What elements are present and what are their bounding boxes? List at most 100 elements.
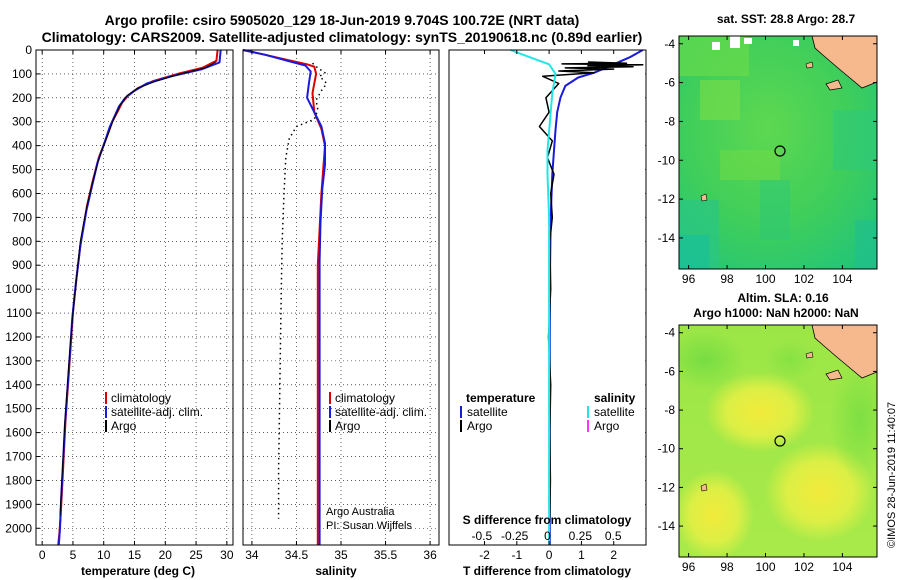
sla-map-title: Altim. SLA: 0.16 xyxy=(737,291,829,305)
difference-frame xyxy=(448,49,647,546)
difference-legend-salinity: salinity satellite Argo xyxy=(587,391,636,433)
temperature-x-axis: 0 5 10 15 20 25 30 xyxy=(39,50,234,562)
series-climatology xyxy=(57,49,219,546)
s-diff-tick-label: 0.25 xyxy=(569,529,593,543)
temperature-grid xyxy=(36,49,233,545)
s-diff-tick-label: -0.25 xyxy=(501,529,529,543)
sst-map-lat-axis: -4 -6 -8 -10 -12 -14 xyxy=(658,37,877,245)
x-tick-label: 35.5 xyxy=(374,548,398,562)
imos-credit: ©IMOS 28-Jun-2019 11:40:07 xyxy=(886,402,898,548)
salinity-x-axis: 34 34.5 35 35.5 36 xyxy=(245,50,437,562)
lon-tick-label: 96 xyxy=(682,560,696,574)
lat-tick-label: -12 xyxy=(658,480,676,494)
sla-map-lat-axis: -4 -6 -8 -10 -12 -14 xyxy=(658,326,877,533)
y-tick-label: 600 xyxy=(12,186,32,200)
x-tick-label: 30 xyxy=(220,548,234,562)
y-tick-label: 1700 xyxy=(5,450,32,464)
lat-tick-label: -10 xyxy=(658,153,676,167)
y-tick-label: 0 xyxy=(25,43,32,57)
y-tick-label: 2000 xyxy=(5,521,32,535)
y-tick-label: 1800 xyxy=(5,473,32,487)
credit-argo-australia: Argo Australia xyxy=(326,506,395,518)
figure-title-line2: Climatology: CARS2009. Satellite-adjuste… xyxy=(42,29,643,45)
x-tick-label: -1 xyxy=(511,548,522,562)
figure-title-line1: Argo profile: csiro 5905020_129 18-Jun-2… xyxy=(105,12,580,28)
y-tick-label: 1600 xyxy=(5,426,32,440)
legend-label-climatology: climatology xyxy=(111,391,171,405)
credit-pi: PI: Susan Wijffels xyxy=(326,520,412,532)
series-s-satellite xyxy=(510,49,557,545)
lat-tick-label: -8 xyxy=(664,114,675,128)
y-tick-label: 1300 xyxy=(5,354,32,368)
x-tick-label: -2 xyxy=(479,548,490,562)
salinity-panel: 34 34.5 35 35.5 36 salinity climatology sate… xyxy=(242,49,440,578)
lon-tick-label: 98 xyxy=(720,560,734,574)
lon-tick-label: 102 xyxy=(794,272,814,286)
y-tick-label: 300 xyxy=(12,115,32,129)
y-tick-label: 1200 xyxy=(5,330,32,344)
y-tick-label: 200 xyxy=(12,91,32,105)
legend-label-t-satellite: satellite xyxy=(467,405,508,419)
y-tick-label: 1400 xyxy=(5,378,32,392)
difference-background xyxy=(449,51,645,544)
difference-legend-temperature: temperature satellite Argo xyxy=(460,391,536,433)
y-tick-label: 1000 xyxy=(5,282,32,296)
sla-map-subtitle: Argo h1000: NaN h2000: NaN xyxy=(693,306,858,320)
sla-map-lon-axis: 96 98 100 102 104 xyxy=(682,325,853,574)
lat-tick-label: -8 xyxy=(664,403,675,417)
temperature-x-label: temperature (deg C) xyxy=(81,564,195,578)
lat-tick-label: -12 xyxy=(658,192,676,206)
sst-map-title: sat. SST: 28.8 Argo: 28.7 xyxy=(717,12,856,26)
x-tick-label: 1 xyxy=(578,548,585,562)
lon-tick-label: 96 xyxy=(682,272,696,286)
x-tick-label: 35 xyxy=(334,548,348,562)
x-tick-label: 10 xyxy=(97,548,111,562)
lon-tick-label: 104 xyxy=(832,272,852,286)
lon-tick-label: 100 xyxy=(755,560,775,574)
lat-tick-label: -4 xyxy=(664,37,675,51)
lon-tick-label: 102 xyxy=(794,560,814,574)
s-diff-tick-label: 0 xyxy=(544,529,551,543)
x-tick-label: 15 xyxy=(128,548,142,562)
x-tick-label: 5 xyxy=(70,548,77,562)
temperature-series xyxy=(57,49,222,546)
y-tick-label: 1500 xyxy=(5,402,32,416)
legend-title-salinity: salinity xyxy=(594,391,636,405)
y-tick-label: 700 xyxy=(12,210,32,224)
x-tick-label: 2 xyxy=(610,548,617,562)
sla-argo-position-marker xyxy=(774,435,786,447)
legend-label-argo: Argo xyxy=(335,419,361,433)
series-argo xyxy=(277,62,328,519)
lat-tick-label: -14 xyxy=(658,519,676,533)
x-tick-label: 25 xyxy=(189,548,203,562)
x-tick-label: 34 xyxy=(245,548,259,562)
x-tick-label: 36 xyxy=(423,548,437,562)
lat-tick-label: -14 xyxy=(658,231,676,245)
series-satellite-adj-clim- xyxy=(57,49,222,546)
y-tick-label: 400 xyxy=(12,139,32,153)
difference-series xyxy=(510,49,644,545)
lat-tick-label: -6 xyxy=(664,76,675,90)
x-tick-label: 0 xyxy=(39,548,46,562)
salinity-grid xyxy=(243,49,439,545)
series-climatology xyxy=(242,49,326,545)
t-difference-x-label: T difference from climatology xyxy=(463,564,631,578)
sst-map-frame xyxy=(678,35,878,270)
sst-argo-position-marker xyxy=(774,145,786,157)
x-tick-label: 0 xyxy=(546,548,553,562)
series-argo xyxy=(59,61,217,517)
x-tick-label: 20 xyxy=(159,548,173,562)
lat-tick-label: -10 xyxy=(658,442,676,456)
s-diff-tick-label: -0.5 xyxy=(471,529,492,543)
legend-label-satellite: satellite-adj. clim. xyxy=(111,405,203,419)
temperature-legend: climatology satellite-adj. clim. Argo xyxy=(105,391,203,433)
sst-field xyxy=(679,36,877,269)
sla-map: Altim. SLA: 0.16 Argo h1000: NaN h2000: … xyxy=(658,291,878,574)
legend-label-satellite: satellite-adj. clim. xyxy=(335,405,427,419)
depth-axis: 0 100 200 300 400 500 600 700 800 900 1000 1100 1200… xyxy=(5,43,40,535)
sla-field xyxy=(679,325,877,557)
y-tick-label: 1900 xyxy=(5,497,32,511)
salinity-x-label: salinity xyxy=(315,564,357,578)
series-satellite-adj-clim- xyxy=(242,49,326,545)
